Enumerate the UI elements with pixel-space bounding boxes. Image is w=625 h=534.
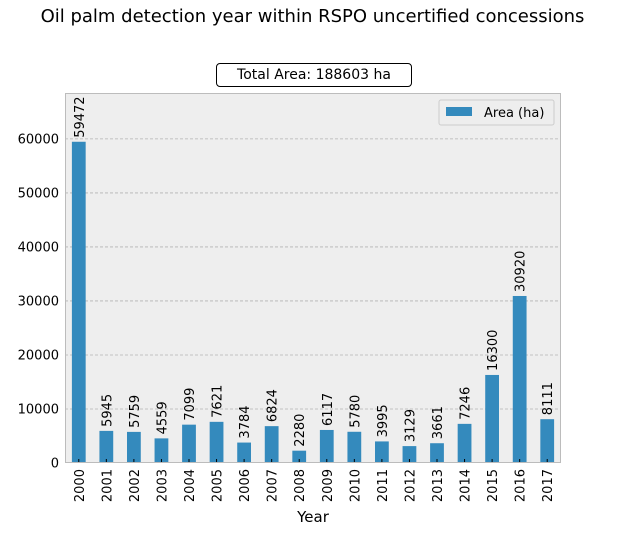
x-tick-label: 2001 [100, 469, 115, 502]
x-tick-label: 2006 [238, 469, 253, 502]
x-tick-label: 2010 [348, 469, 363, 502]
plot-area [65, 93, 561, 463]
x-tick-label: 2014 [459, 469, 474, 502]
y-tick-label: 20000 [18, 348, 59, 363]
x-tick-label: 2002 [128, 469, 143, 502]
bar-2004 [182, 424, 196, 463]
x-tick-label: 2000 [73, 469, 88, 502]
bar-2009 [319, 429, 334, 463]
data-label-2001: 5945 [100, 394, 115, 427]
legend-label: Area (ha) [484, 106, 544, 121]
bar-2013 [430, 443, 444, 463]
bar-2007 [264, 426, 279, 463]
x-tick-label: 2017 [541, 469, 556, 502]
x-tick-label: 2003 [155, 469, 170, 502]
data-label-2017: 8111 [541, 382, 556, 415]
x-tick-label: 2012 [403, 469, 418, 502]
legend: Area (ha) [438, 99, 555, 126]
data-label-2012: 3129 [403, 409, 418, 442]
bar-2008 [292, 450, 307, 463]
data-label-2005: 7621 [211, 385, 226, 418]
bar-2010 [347, 431, 362, 463]
data-label-2014: 7246 [459, 387, 474, 420]
y-tick-label: 30000 [18, 294, 59, 309]
legend-swatch [446, 107, 472, 116]
bar-2011 [375, 441, 389, 463]
data-label-2002: 5759 [128, 395, 143, 428]
data-label-2009: 6117 [321, 393, 336, 426]
y-tick-label: 40000 [18, 240, 59, 255]
data-label-2011: 3995 [376, 404, 391, 437]
bar-2015 [485, 374, 499, 463]
bar-2014 [457, 423, 472, 463]
y-tick-label: 0 [51, 457, 59, 472]
data-label-2008: 2280 [293, 414, 308, 447]
bar-2012 [402, 446, 417, 463]
total-area-box: Total Area: 188603 ha [216, 63, 412, 87]
x-tick-label: 2005 [211, 469, 226, 502]
figure-title: Oil palm detection year within RSPO unce… [40, 6, 585, 27]
x-tick-label: 2007 [266, 469, 281, 502]
x-tick-label: 2009 [321, 469, 336, 502]
bars [71, 141, 555, 463]
bar-2002 [127, 431, 141, 463]
data-label-2010: 5780 [348, 395, 363, 428]
legend-box [438, 99, 555, 126]
x-tick-label: 2016 [514, 469, 529, 502]
x-tick-label: 2015 [486, 469, 501, 502]
y-tick-label: 60000 [18, 132, 59, 147]
data-label-2003: 4559 [155, 401, 170, 434]
bar-2000 [71, 141, 86, 463]
data-label-2006: 3784 [238, 405, 253, 438]
x-tick-label: 2013 [431, 469, 446, 502]
bar-2016 [512, 295, 527, 463]
bar-2003 [154, 438, 169, 463]
data-label-2013: 3661 [431, 406, 446, 439]
bar-2001 [99, 430, 114, 463]
bar-2005 [209, 421, 224, 463]
y-tick-label: 50000 [18, 186, 59, 201]
x-tick-label: 2008 [293, 469, 308, 502]
data-label-2016: 30920 [514, 251, 529, 292]
x-tick-label: 2011 [376, 469, 391, 502]
data-label-2000: 59472 [73, 96, 88, 137]
y-axis-ticks: 0 10000 20000 30000 40000 50000 60000 [18, 132, 59, 471]
y-tick-label: 10000 [18, 402, 59, 417]
gridlines [65, 138, 561, 410]
data-label-2007: 6824 [266, 389, 281, 422]
data-label-2015: 16300 [486, 330, 501, 371]
x-axis-label: Year [296, 508, 330, 526]
plot-frame [65, 93, 561, 463]
bar-2006 [237, 442, 251, 463]
bar-2017 [540, 419, 555, 463]
x-tick-label: 2004 [183, 469, 198, 502]
data-label-2004: 7099 [183, 388, 198, 421]
x-axis-ticks: 2000 2001 2002 2003 2004 2005 2006 2007 2008 2009… [73, 459, 556, 502]
data-labels: 59472 5945 5759 4559 7099 7621 3784 6824 2280 611… [73, 96, 556, 446]
